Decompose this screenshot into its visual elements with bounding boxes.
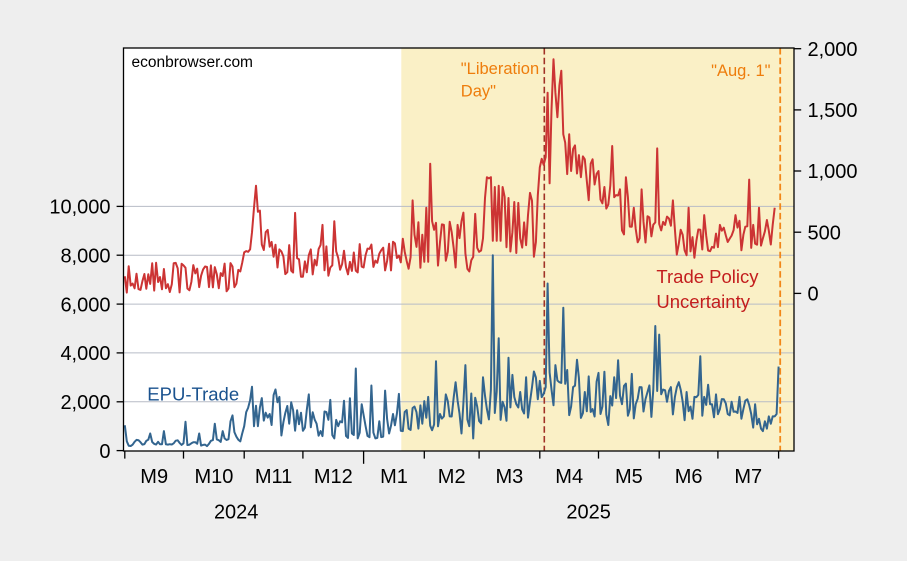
svg-text:8,000: 8,000 bbox=[60, 245, 110, 267]
svg-text:2,000: 2,000 bbox=[808, 39, 858, 61]
svg-text:10,000: 10,000 bbox=[49, 197, 110, 219]
svg-text:M6: M6 bbox=[675, 466, 703, 488]
svg-text:econbrowser.com: econbrowser.com bbox=[132, 54, 253, 71]
svg-text:Day": Day" bbox=[461, 83, 496, 101]
svg-text:EPU-Trade: EPU-Trade bbox=[147, 384, 239, 405]
svg-text:M10: M10 bbox=[194, 466, 233, 488]
svg-text:"Liberation: "Liberation bbox=[461, 60, 539, 78]
svg-text:1,500: 1,500 bbox=[808, 100, 858, 122]
svg-text:0: 0 bbox=[99, 441, 110, 463]
svg-text:Uncertainty: Uncertainty bbox=[656, 291, 750, 312]
svg-text:Trade Policy: Trade Policy bbox=[656, 266, 759, 287]
svg-text:M7: M7 bbox=[734, 466, 762, 488]
svg-text:2025: 2025 bbox=[566, 502, 611, 524]
svg-text:M9: M9 bbox=[140, 466, 168, 488]
svg-text:M12: M12 bbox=[314, 466, 353, 488]
svg-text:M11: M11 bbox=[255, 466, 292, 488]
svg-text:M2: M2 bbox=[438, 466, 466, 488]
svg-text:500: 500 bbox=[808, 222, 841, 244]
svg-text:4,000: 4,000 bbox=[60, 343, 110, 365]
svg-text:0: 0 bbox=[808, 284, 819, 306]
svg-text:6,000: 6,000 bbox=[60, 294, 110, 316]
svg-text:1,000: 1,000 bbox=[808, 161, 858, 183]
svg-text:2024: 2024 bbox=[214, 502, 259, 524]
svg-text:2,000: 2,000 bbox=[60, 392, 110, 414]
svg-text:"Aug. 1": "Aug. 1" bbox=[711, 62, 771, 80]
svg-text:M5: M5 bbox=[615, 466, 643, 488]
svg-text:M4: M4 bbox=[555, 466, 583, 488]
svg-text:M1: M1 bbox=[380, 466, 408, 488]
svg-text:M3: M3 bbox=[496, 466, 524, 488]
